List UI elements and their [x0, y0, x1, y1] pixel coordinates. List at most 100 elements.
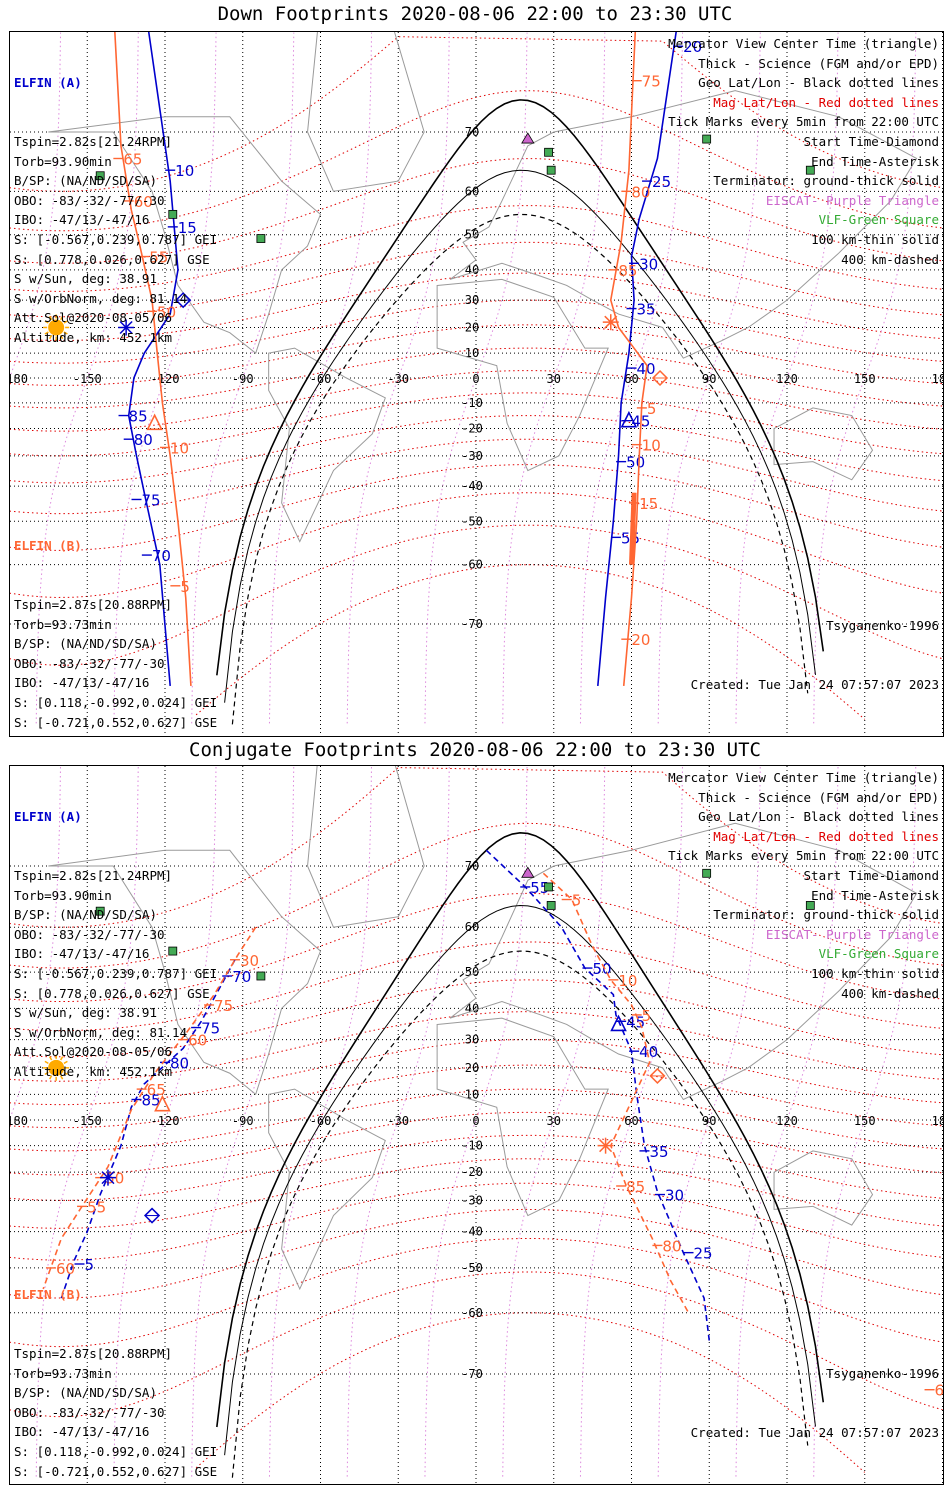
- lon-tick-label: -60: [310, 372, 332, 386]
- center-triangle: [620, 410, 638, 428]
- info-line: IBO: -47/13/-47/16: [14, 946, 150, 962]
- legend-item: Tick Marks every 5min from 22:00 UTC: [668, 114, 939, 130]
- elfin-b-lines-conj: Tspin=2.87s[20.88RPM] Torb=93.73min B/SP: …: [14, 1344, 217, 1484]
- track-tick-label: 80: [631, 183, 650, 201]
- coastline: [773, 1150, 874, 1226]
- info-line: OBO: -83/-32/-77/-30: [14, 926, 165, 942]
- sun-ray: [63, 1060, 68, 1064]
- legend-block-conj: Mercator View Center Time (triangle) Thic…: [668, 768, 939, 1003]
- vlf-square: [546, 901, 556, 910]
- info-line: OBO: -83/-32/-77/-30: [14, 1404, 165, 1420]
- start-diamond: [649, 1067, 666, 1084]
- track-tick-label: 50: [105, 1170, 124, 1188]
- track-tick-label: 25: [694, 1245, 713, 1263]
- lon-tick-label: -150: [73, 372, 102, 386]
- legend-item: Mag Lat/Lon - Red dotted lines: [713, 828, 939, 844]
- lon-tick-label: -30: [387, 372, 409, 386]
- track-tick-label: 20: [683, 38, 702, 56]
- mag-lat-line: [195, 564, 866, 720]
- down-footprints-map: -180 -150 -120 -90 -60 -30 0 30 60 90 120 150 180 70 6…: [10, 32, 943, 736]
- created-date-conj: Created: Tue Jan 24 07:57:07 2023: [690, 1425, 939, 1441]
- coastline: [48, 849, 322, 1096]
- coastline: [307, 32, 425, 192]
- info-line: IBO: -47/13/-47/16: [14, 1424, 150, 1440]
- legend-item: 400 km-dashed: [841, 251, 939, 267]
- footprint-track-a: [127, 32, 179, 686]
- track-tick-label: 30: [639, 255, 658, 273]
- info-line: B/SP: (NA/ND/SD/SA): [14, 1385, 157, 1401]
- mag-lat-line: [10, 1158, 943, 1229]
- sun-ray: [60, 334, 64, 340]
- lat-tick-label: -60: [461, 1306, 483, 1320]
- lat-tick-label: 10: [465, 1087, 479, 1101]
- elfin-b-name: ELFIN (B): [14, 538, 82, 554]
- coastline: [449, 90, 918, 359]
- lat-tick-label: -10: [461, 396, 483, 410]
- elfin-a-lines: Tspin=2.82s[21.24RPM] Torb=93.90min B/SP: …: [14, 132, 217, 345]
- lat-tick-label: -70: [461, 617, 483, 631]
- vlf-square: [168, 946, 178, 956]
- lat-tick-label: 30: [465, 293, 479, 307]
- track-tick-label: 70: [152, 547, 171, 565]
- track-tick-label: 10: [618, 972, 637, 990]
- legend-item: Mag Lat/Lon - Red dotted lines: [713, 94, 939, 110]
- track-tick-label: 5: [642, 1007, 652, 1025]
- legend-item: Terminator: ground-thick solid: [713, 907, 939, 923]
- lat-tick-label: -60: [461, 558, 483, 572]
- track-tick-label: 5: [180, 578, 190, 596]
- start-diamond: [143, 1207, 161, 1224]
- sun-ray: [60, 1056, 64, 1061]
- sun-ray: [49, 1075, 53, 1080]
- track-tick-label: 85: [129, 408, 148, 426]
- terminator-ground: [216, 832, 825, 1428]
- sun-ray: [44, 331, 49, 335]
- coastline: [773, 407, 874, 481]
- info-line: S: [0.778,0.026,0.627] GSE: [14, 251, 210, 267]
- info-line: S: [-0.721,0.552,0.627] GSE: [14, 1463, 218, 1479]
- mag-lat-line: [10, 1208, 943, 1299]
- mag-lon-line: [579, 32, 684, 724]
- track-tick-label: 65: [147, 1081, 166, 1099]
- legend-item: End Time-Asterisk: [811, 887, 939, 903]
- legend-block: Mercator View Center Time (triangle) Thic…: [668, 34, 939, 269]
- lon-tick-label: 60: [624, 372, 638, 386]
- lon-tick-label: 30: [547, 1114, 561, 1128]
- center-triangle: [146, 413, 163, 431]
- legend-item: EISCAT- Purple Triangle: [765, 192, 939, 208]
- panel-title-conjugate: Conjugate Footprints 2020-08-06 22:00 to…: [189, 739, 761, 761]
- lon-tick-label: -120: [151, 1114, 180, 1128]
- track-tick-label: 10: [175, 162, 194, 180]
- info-line: Torb=93.90min: [14, 153, 112, 169]
- vlf-square: [805, 901, 815, 910]
- legend-item: Terminator: ground-thick solid: [713, 173, 939, 189]
- info-line: S: [-0.721,0.552,0.627] GSE: [14, 714, 218, 730]
- info-line: Altitude, km: 452.1km: [14, 329, 173, 345]
- mag-lon-line: [735, 32, 839, 724]
- info-line: Altitude, km: 452.1km: [14, 1063, 173, 1079]
- lat-tick-label: -20: [461, 1165, 483, 1179]
- lon-tick-label: 180: [932, 1114, 943, 1128]
- vlf-square: [95, 906, 105, 916]
- footprint-track-b: [114, 32, 192, 686]
- track-tick-label: 75: [642, 73, 661, 91]
- legend-item: 100 km-thin solid: [811, 965, 939, 981]
- track-tick-label: 50: [626, 454, 645, 472]
- lat-tick-label: -50: [461, 514, 483, 528]
- eiscat-triangle: [521, 132, 535, 144]
- track-tick-label: 45: [626, 1013, 645, 1031]
- model-name-conj: Tsyganenko-1996: [826, 1366, 939, 1382]
- info-line: S w/Sun, deg: 130.4: [14, 1481, 217, 1484]
- track-tick-label: 10: [642, 437, 661, 455]
- lon-tick-label: 120: [776, 1114, 798, 1128]
- coastline: [436, 278, 609, 472]
- elfin-a-name-conj: ELFIN (A): [14, 809, 82, 825]
- legend-item: VLF-Green Square: [818, 212, 939, 228]
- mag-lon-line: [35, 32, 139, 724]
- coastline: [307, 766, 425, 928]
- lon-tick-label: 120: [776, 372, 798, 386]
- sun-ray: [44, 320, 49, 324]
- track-tick-label: 70: [232, 968, 251, 986]
- lat-tick-label: -40: [461, 1225, 483, 1239]
- vlf-square: [544, 882, 553, 892]
- legend-item: Thick - Science (FGM and/or EPD): [698, 55, 939, 71]
